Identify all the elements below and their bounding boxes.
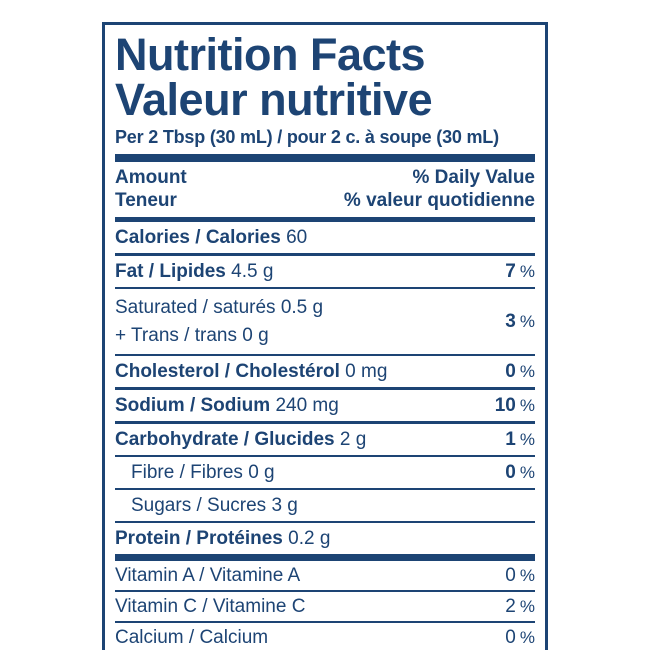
percent-sign: % bbox=[519, 396, 535, 415]
percent-sign: % bbox=[519, 628, 535, 647]
sodium-name: Sodium / Sodium 240 mg bbox=[115, 395, 339, 417]
calcium-daily-value: 0% bbox=[505, 627, 535, 648]
divider-thick-top bbox=[115, 154, 535, 162]
calories-name: Calories / Calories 60 bbox=[115, 227, 307, 249]
column-headers: Amount Teneur % Daily Value % valeur quo… bbox=[115, 162, 535, 217]
sugars-label: Sugars / Sucres 3 g bbox=[131, 495, 298, 516]
divider bbox=[115, 455, 535, 457]
protein-label: Protein / Protéines bbox=[115, 528, 283, 549]
fat-amount: 4.5 g bbox=[231, 261, 274, 282]
calcium-label: Calcium / Calcium bbox=[115, 627, 269, 648]
row-saturated-trans: Saturated / saturés 0.5 g + Trans / tran… bbox=[115, 289, 535, 354]
percent-sign: % bbox=[519, 430, 535, 449]
row-protein: Protein / Protéines 0.2 g bbox=[115, 523, 535, 554]
sodium-label: Sodium / Sodium bbox=[115, 395, 271, 416]
saturated-label: Saturated / saturés 0.5 g bbox=[115, 297, 324, 318]
row-carbohydrate: Carbohydrate / Glucides 2 g 1% bbox=[115, 424, 535, 455]
divider bbox=[115, 488, 535, 490]
saturated-trans-names: Saturated / saturés 0.5 g + Trans / tran… bbox=[115, 294, 323, 350]
row-calories: Calories / Calories 60 bbox=[115, 222, 535, 253]
sodium-amount: 240 mg bbox=[275, 395, 339, 416]
carbohydrate-label: Carbohydrate / Glucides bbox=[115, 429, 335, 450]
divider bbox=[115, 421, 535, 424]
trans-label: + Trans / trans 0 g bbox=[115, 325, 269, 346]
row-calcium: Calcium / Calcium 0% bbox=[115, 623, 535, 650]
fibre-daily-value: 0% bbox=[505, 462, 535, 483]
amount-label-en: Amount bbox=[115, 167, 187, 188]
percent-sign: % bbox=[519, 463, 535, 482]
calories-label: Calories / Calories bbox=[115, 227, 281, 248]
column-header-daily-value: % Daily Value % valeur quotidienne bbox=[344, 166, 535, 212]
cholesterol-label: Cholesterol / Cholestérol bbox=[115, 361, 340, 382]
percent-sign: % bbox=[519, 362, 535, 381]
cholesterol-daily-value: 0% bbox=[505, 361, 535, 382]
amount-label-fr: Teneur bbox=[115, 190, 177, 211]
carbohydrate-daily-value: 1% bbox=[505, 429, 535, 450]
fat-name: Fat / Lipides 4.5 g bbox=[115, 261, 273, 283]
row-fat: Fat / Lipides 4.5 g 7% bbox=[115, 256, 535, 287]
nutrition-facts-label: Nutrition Facts Valeur nutritive Per 2 T… bbox=[102, 22, 548, 650]
percent-sign: % bbox=[519, 566, 535, 585]
cholesterol-amount: 0 mg bbox=[345, 361, 388, 382]
sodium-daily-value: 10% bbox=[494, 395, 535, 416]
divider bbox=[115, 287, 535, 289]
vitamins-minerals-section: Vitamin A / Vitamine A 0% Vitamin C / Vi… bbox=[115, 561, 535, 650]
divider bbox=[115, 621, 535, 623]
fat-daily-value: 7% bbox=[505, 261, 535, 282]
divider bbox=[115, 253, 535, 256]
percent-sign: % bbox=[519, 262, 535, 281]
row-vitamin-a: Vitamin A / Vitamine A 0% bbox=[115, 561, 535, 590]
percent-sign: % bbox=[519, 597, 535, 616]
daily-value-label-fr: % valeur quotidienne bbox=[343, 190, 535, 211]
vitamin-c-daily-value: 2% bbox=[505, 596, 535, 617]
carbohydrate-amount: 2 g bbox=[339, 429, 367, 450]
fibre-label: Fibre / Fibres 0 g bbox=[131, 462, 275, 483]
divider bbox=[115, 354, 535, 356]
divider bbox=[115, 387, 535, 390]
divider-medium-header bbox=[115, 217, 535, 222]
protein-name: Protein / Protéines 0.2 g bbox=[115, 528, 330, 550]
vitamin-a-label: Vitamin A / Vitamine A bbox=[115, 565, 301, 586]
row-sugars: Sugars / Sucres 3 g bbox=[115, 490, 535, 521]
vitamin-a-daily-value: 0% bbox=[505, 565, 535, 586]
calories-amount: 60 bbox=[286, 227, 308, 248]
row-sodium: Sodium / Sodium 240 mg 10% bbox=[115, 390, 535, 421]
column-header-amount: Amount Teneur bbox=[115, 166, 187, 212]
carbohydrate-name: Carbohydrate / Glucides 2 g bbox=[115, 429, 366, 451]
divider-thick-protein bbox=[115, 554, 535, 561]
divider bbox=[115, 590, 535, 592]
row-cholesterol: Cholesterol / Cholestérol 0 mg 0% bbox=[115, 356, 535, 387]
row-fibre: Fibre / Fibres 0 g 0% bbox=[115, 457, 535, 488]
protein-amount: 0.2 g bbox=[288, 528, 331, 549]
cholesterol-name: Cholesterol / Cholestérol 0 mg bbox=[115, 361, 387, 383]
fat-label: Fat / Lipides bbox=[115, 261, 226, 282]
divider bbox=[115, 521, 535, 523]
daily-value-label-en: % Daily Value bbox=[412, 167, 535, 188]
serving-size: Per 2 Tbsp (30 mL) / pour 2 c. à soupe (… bbox=[115, 127, 499, 147]
row-vitamin-c: Vitamin C / Vitamine C 2% bbox=[115, 592, 535, 621]
title-english: Nutrition Facts bbox=[115, 29, 426, 80]
vitamin-c-label: Vitamin C / Vitamine C bbox=[115, 596, 306, 617]
saturated-trans-daily-value: 3% bbox=[505, 311, 535, 332]
title-french: Valeur nutritive bbox=[115, 74, 433, 125]
percent-sign: % bbox=[519, 312, 535, 331]
